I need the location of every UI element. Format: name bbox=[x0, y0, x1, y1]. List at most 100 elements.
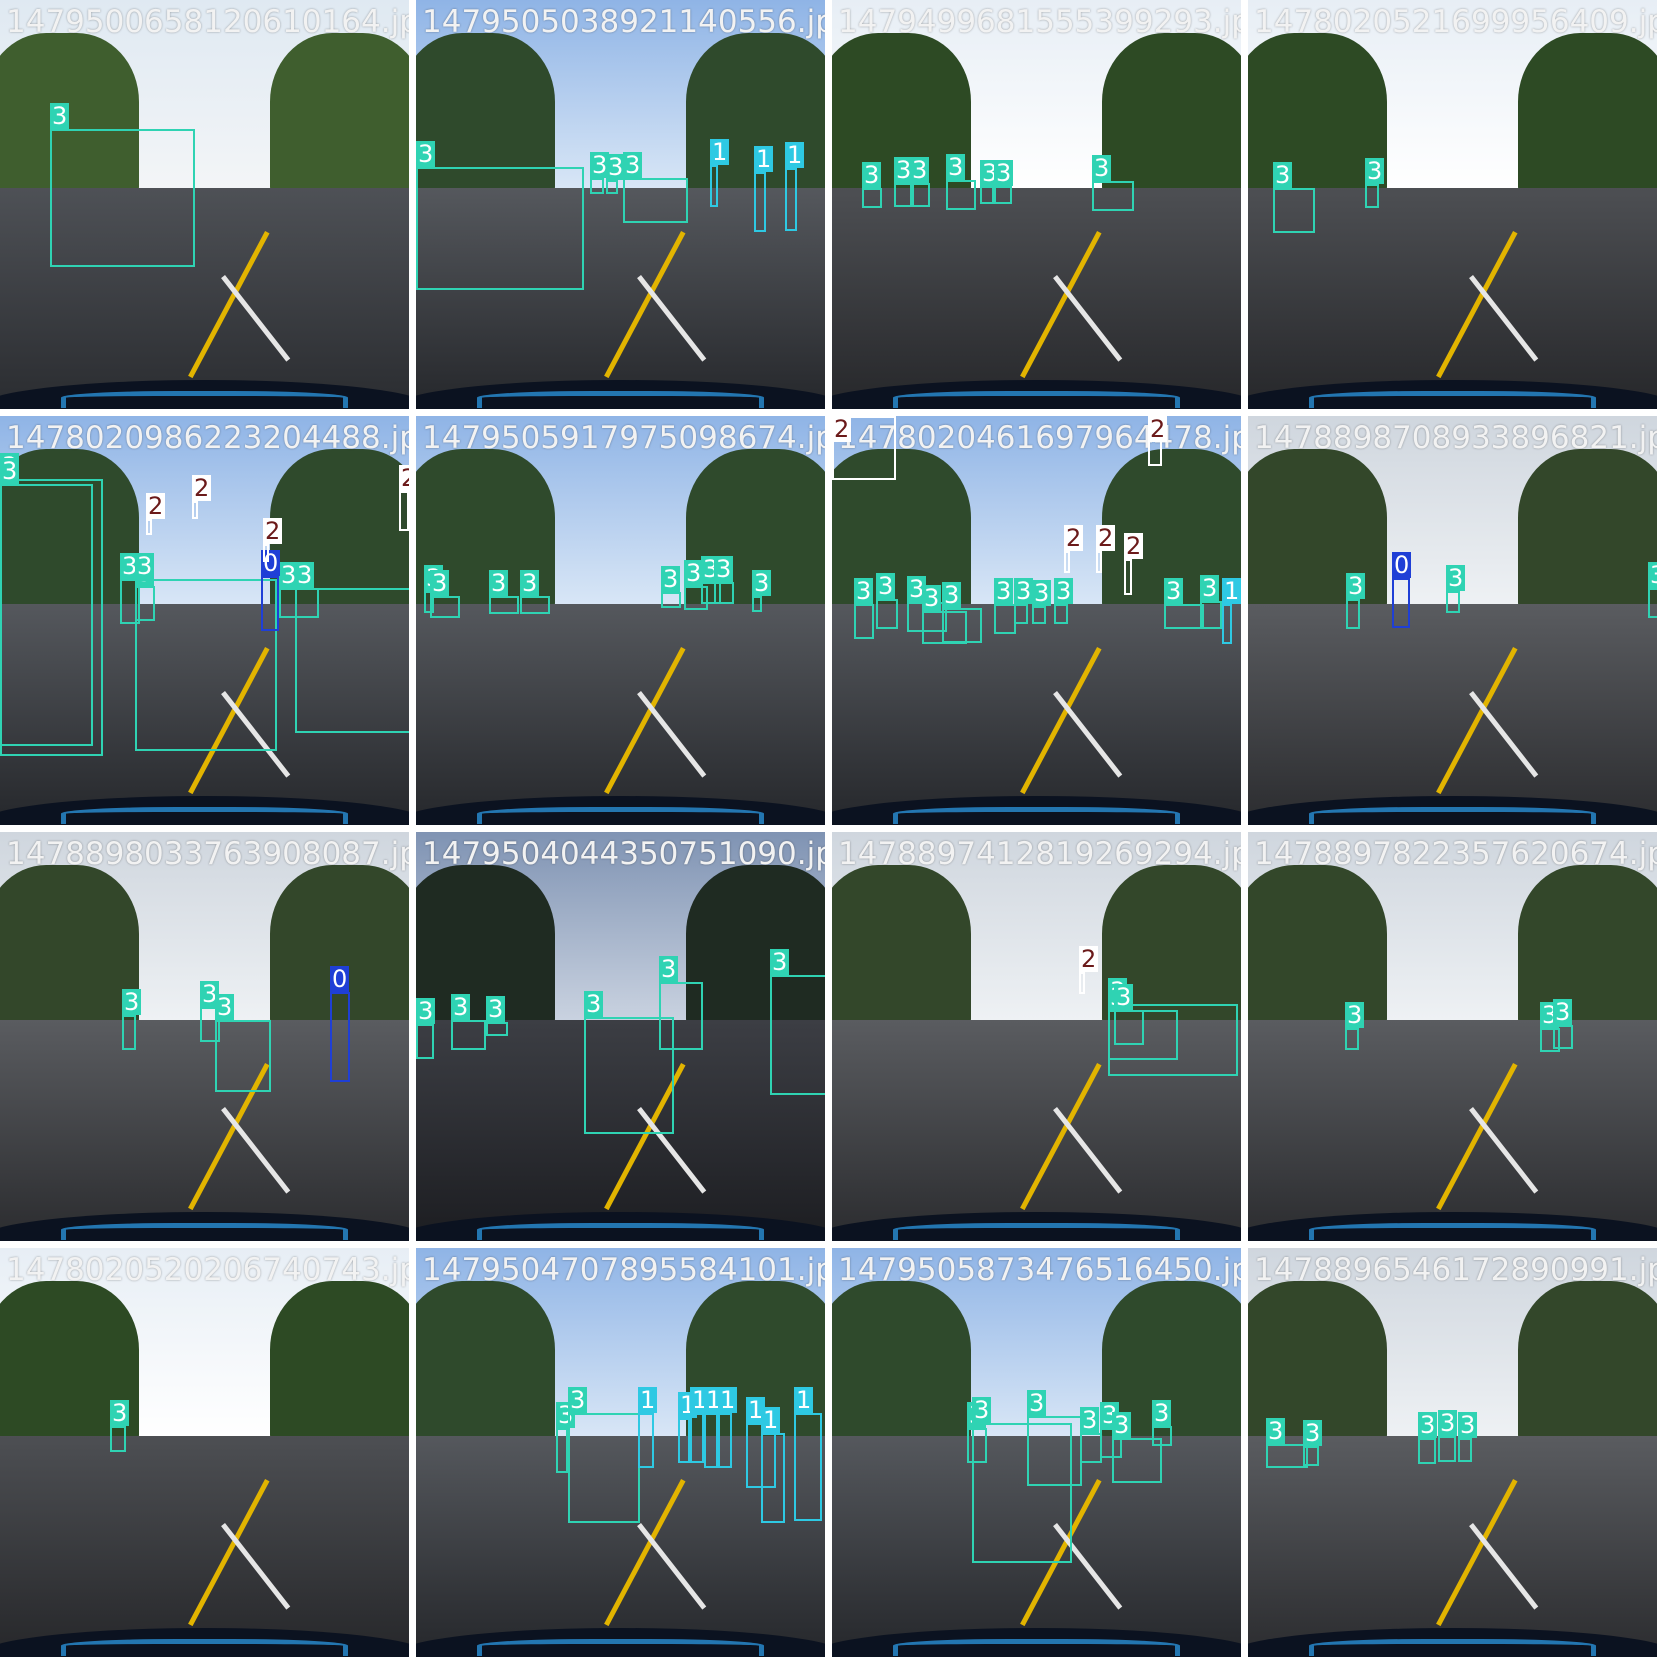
bbox-class-3 bbox=[910, 183, 930, 207]
bbox-label: 3 bbox=[623, 151, 643, 179]
bbox-label: 3 bbox=[1114, 983, 1134, 1011]
bbox-label: 2 bbox=[1079, 945, 1099, 973]
bbox-label: 2 bbox=[1064, 524, 1084, 552]
bbox-class-2 bbox=[1124, 559, 1132, 595]
bbox-class-2 bbox=[1064, 551, 1070, 573]
bbox-label: 3 bbox=[684, 559, 704, 587]
bbox-class-3 bbox=[1303, 1446, 1319, 1466]
bbox-label: 3 bbox=[1080, 1406, 1100, 1434]
bbox-label: 3 bbox=[714, 555, 734, 583]
bbox-class-3 bbox=[215, 1020, 271, 1092]
bbox-label: 0 bbox=[261, 549, 281, 577]
bbox-label: 3 bbox=[122, 988, 142, 1016]
bbox-label: 2 bbox=[1124, 532, 1144, 560]
bbox-class-0 bbox=[1392, 578, 1410, 628]
bbox-label: 3 bbox=[1164, 577, 1184, 605]
bbox-label: 3 bbox=[1648, 562, 1657, 588]
image-filename: 1479504707895584101.jpg bbox=[422, 1252, 828, 1288]
bbox-class-3 bbox=[659, 982, 703, 1050]
image-filename: 1479499681555399293.jpg bbox=[838, 4, 1244, 40]
bbox-label: 3 bbox=[1112, 1411, 1132, 1439]
bbox-class-3 bbox=[590, 178, 604, 194]
image-filename: 1478020986223204488.jpg bbox=[6, 420, 412, 456]
bbox-label: 2 bbox=[399, 465, 409, 491]
bbox-label: 3 bbox=[489, 569, 509, 597]
bbox-label: 3 bbox=[215, 993, 235, 1021]
bbox-class-3 bbox=[714, 582, 734, 604]
bbox-class-3 bbox=[1027, 1416, 1082, 1486]
bbox-label: 2 bbox=[263, 517, 283, 545]
road-scene bbox=[1248, 416, 1657, 825]
bbox-label: 1 bbox=[785, 141, 805, 169]
bbox-class-3 bbox=[122, 1015, 136, 1050]
bbox-label: 3 bbox=[1266, 1417, 1286, 1445]
bbox-label: 3 bbox=[295, 561, 315, 589]
bbox-class-3 bbox=[135, 579, 277, 751]
bbox-class-3 bbox=[1345, 1028, 1359, 1050]
image-filename: 1479505873476516450.jpg bbox=[838, 1252, 1244, 1288]
bbox-label: 3 bbox=[520, 569, 540, 597]
bbox-label: 3 bbox=[416, 997, 436, 1025]
bbox-class-3 bbox=[862, 188, 882, 208]
bbox-class-3 bbox=[556, 1428, 568, 1473]
image-filename: 1479505917975098674.jpg bbox=[422, 420, 828, 456]
bbox-label: 3 bbox=[1273, 161, 1293, 189]
image-filename: 1478020521699956409.jpg bbox=[1254, 4, 1660, 40]
bbox-label: 3 bbox=[994, 577, 1014, 605]
bbox-class-3 bbox=[520, 596, 550, 614]
bbox-class-3 bbox=[1054, 604, 1068, 624]
bbox-label: 3 bbox=[1027, 1389, 1047, 1417]
bbox-class-3 bbox=[120, 579, 140, 624]
bbox-class-3 bbox=[430, 596, 460, 618]
bbox-label: 3 bbox=[659, 955, 679, 983]
bbox-class-3 bbox=[854, 604, 874, 639]
bbox-label: 3 bbox=[1092, 154, 1112, 182]
bbox-label: 3 bbox=[1365, 157, 1385, 185]
bbox-class-3 bbox=[623, 178, 688, 223]
image-tile: 1478896546172890991.jpg 3 3 3 3 3 bbox=[1248, 1248, 1660, 1660]
bbox-class-3 bbox=[994, 604, 1016, 634]
bbox-class-3 bbox=[770, 975, 825, 1095]
bbox-label: 1 bbox=[718, 1386, 738, 1414]
bbox-class-1 bbox=[718, 1413, 732, 1468]
bbox-class-1 bbox=[794, 1413, 822, 1521]
bbox-label: 1 bbox=[638, 1386, 658, 1414]
bbox-class-2 bbox=[1096, 551, 1102, 573]
image-filename: 1478897822357620674.jpg bbox=[1254, 836, 1660, 872]
image-tile: 1479505038921140556.jpg 3 3 3 3 1 1 1 bbox=[416, 0, 828, 412]
image-tile: 1479499681555399293.jpg 3 3 3 3 3 3 3 bbox=[832, 0, 1244, 412]
bbox-label: 3 bbox=[862, 161, 882, 189]
bbox-class-3 bbox=[684, 586, 708, 610]
bbox-label: 3 bbox=[894, 156, 914, 184]
bbox-label: 3 bbox=[1553, 998, 1573, 1026]
bbox-class-3 bbox=[1553, 1025, 1573, 1049]
bbox-class-3 bbox=[416, 1024, 434, 1059]
bbox-class-3 bbox=[424, 591, 434, 613]
bbox-class-1 bbox=[704, 1413, 718, 1468]
bbox-label: 3 bbox=[1345, 1001, 1365, 1029]
bbox-class-3 bbox=[1080, 1433, 1102, 1463]
image-tile: 1478020986223204488.jpg333333302222 bbox=[0, 416, 412, 828]
bbox-class-3 bbox=[1458, 1438, 1472, 1462]
bbox-label: 3 bbox=[770, 948, 790, 976]
bbox-class-3 bbox=[1112, 1438, 1162, 1483]
bbox-class-3 bbox=[922, 611, 967, 644]
road-scene bbox=[416, 1248, 825, 1657]
bbox-class-3 bbox=[1540, 1028, 1560, 1052]
bbox-label: 3 bbox=[1303, 1419, 1323, 1447]
bbox-class-2 bbox=[1079, 972, 1085, 994]
bbox-class-3 bbox=[1648, 588, 1657, 618]
bbox-class-3 bbox=[416, 167, 584, 290]
bbox-class-3 bbox=[1438, 1436, 1456, 1462]
bbox-class-1 bbox=[638, 1413, 654, 1468]
image-filename: 1478020461697964478.jpg bbox=[838, 420, 1244, 456]
bbox-label: 3 bbox=[590, 151, 610, 179]
road-scene bbox=[832, 0, 1241, 409]
road-scene bbox=[832, 1248, 1241, 1657]
bbox-class-3 bbox=[1092, 181, 1134, 211]
bbox-class-3 bbox=[1200, 601, 1222, 629]
bbox-class-3 bbox=[568, 1413, 640, 1523]
bbox-label: 3 bbox=[1346, 572, 1366, 600]
bbox-label: 3 bbox=[584, 990, 604, 1018]
bbox-label: 1 bbox=[746, 1396, 766, 1424]
